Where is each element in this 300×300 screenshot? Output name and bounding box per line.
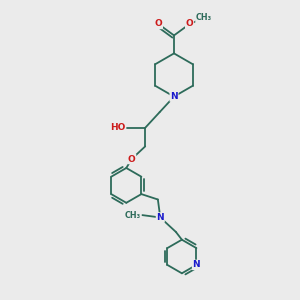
Text: N: N <box>170 92 178 101</box>
Text: N: N <box>157 213 164 222</box>
Text: HO: HO <box>110 123 125 132</box>
Text: CH₃: CH₃ <box>196 14 212 22</box>
Text: CH₃: CH₃ <box>124 211 141 220</box>
Text: O: O <box>186 20 194 28</box>
Text: O: O <box>128 154 136 164</box>
Text: O: O <box>154 20 162 28</box>
Text: N: N <box>193 260 200 269</box>
